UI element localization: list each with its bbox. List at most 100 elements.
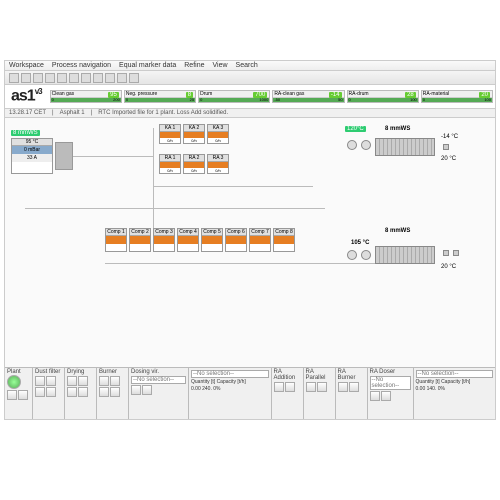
aux-block[interactable] bbox=[443, 144, 449, 150]
plant-section: Plant bbox=[5, 368, 33, 419]
dosing-dropdown[interactable]: --No selection-- bbox=[131, 376, 186, 384]
drum2-cg-label: -14 °C bbox=[441, 134, 458, 140]
mini-button[interactable] bbox=[99, 376, 109, 386]
unit-ra[interactable]: RA 30/h bbox=[207, 154, 229, 174]
ra-doser-section: RA Doser --No selection-- bbox=[368, 368, 414, 419]
mini-button[interactable] bbox=[131, 385, 141, 395]
pipe bbox=[73, 156, 153, 157]
toolbar-button[interactable] bbox=[33, 73, 43, 83]
status-bar: 13.28.17 CET | Asphalt 1 | RTC Imported … bbox=[5, 109, 495, 118]
toolbar-button[interactable] bbox=[117, 73, 127, 83]
menu-item[interactable]: Workspace bbox=[9, 62, 44, 69]
gauge-neg-pressure[interactable]: Neg. pressure 8 025 bbox=[124, 90, 196, 103]
mini-button[interactable] bbox=[274, 382, 284, 392]
mini-button[interactable] bbox=[78, 387, 88, 397]
stats-value: 0.00 140. 0% bbox=[416, 386, 494, 392]
unit-ka[interactable]: KA 30/h bbox=[207, 124, 229, 144]
control-panel[interactable] bbox=[55, 142, 73, 170]
mini-button[interactable] bbox=[285, 382, 295, 392]
unit-ra[interactable]: RA 20/h bbox=[183, 154, 205, 174]
mini-button[interactable] bbox=[110, 387, 120, 397]
unit-ka[interactable]: KA 10/h bbox=[159, 124, 181, 144]
toolbar-button[interactable] bbox=[9, 73, 19, 83]
filter-ws-tag: 8 mmWS bbox=[11, 130, 40, 136]
toolbar-button[interactable] bbox=[129, 73, 139, 83]
menu-item[interactable]: Refine bbox=[184, 62, 204, 69]
menu-item[interactable]: View bbox=[212, 62, 227, 69]
ra-doser-dropdown[interactable]: --No selection-- bbox=[370, 376, 411, 390]
ra-burner-section: RA Burner bbox=[336, 368, 368, 419]
pipe bbox=[153, 186, 313, 187]
comp-unit[interactable]: Comp 5 bbox=[201, 228, 223, 252]
mini-button[interactable] bbox=[317, 382, 327, 392]
mini-button[interactable] bbox=[7, 390, 17, 400]
stats-value: 0.00 240. 0% bbox=[191, 386, 269, 392]
gauge-ra-material[interactable]: RA-material 20 0100 bbox=[421, 90, 493, 103]
mini-button[interactable] bbox=[46, 387, 56, 397]
gauge-strip: Clean gas 95 0200 Neg. pressure 8 025 Dr… bbox=[48, 89, 495, 104]
aux-block[interactable] bbox=[443, 250, 449, 256]
comp-unit[interactable]: Comp 8 bbox=[273, 228, 295, 252]
toolbar-button[interactable] bbox=[45, 73, 55, 83]
menu-item[interactable]: Process navigation bbox=[52, 62, 111, 69]
toolbar-button[interactable] bbox=[81, 73, 91, 83]
comp-unit[interactable]: Comp 4 bbox=[177, 228, 199, 252]
menubar: Workspace Process navigation Equal marke… bbox=[5, 61, 495, 71]
comp-unit[interactable]: Comp 2 bbox=[129, 228, 151, 252]
gauge-ra-clean-gas[interactable]: RA-clean gas -14 -5050 bbox=[272, 90, 344, 103]
gauge-ra-drum[interactable]: RA-drum 28 0100 bbox=[347, 90, 419, 103]
mini-button[interactable] bbox=[78, 376, 88, 386]
sel-dropdown[interactable]: --No selection-- bbox=[191, 370, 269, 378]
mini-button[interactable] bbox=[338, 382, 348, 392]
status-mode: Asphalt 1 bbox=[60, 110, 85, 116]
mini-button[interactable] bbox=[67, 387, 77, 397]
drum[interactable] bbox=[375, 246, 435, 264]
mini-button[interactable] bbox=[35, 387, 45, 397]
menu-item[interactable]: Equal marker data bbox=[119, 62, 176, 69]
mini-button[interactable] bbox=[381, 391, 391, 401]
fan-icon[interactable] bbox=[347, 140, 357, 150]
filter-block[interactable]: 95 °C 0 mBar 33 A bbox=[11, 138, 53, 174]
pipe bbox=[25, 208, 325, 209]
burner-section: Burner bbox=[97, 368, 129, 419]
mini-button[interactable] bbox=[46, 376, 56, 386]
process-canvas[interactable]: 95 °C 0 mBar 33 A 8 mmWS KA 10/h KA 20/h… bbox=[5, 118, 495, 367]
mini-button[interactable] bbox=[142, 385, 152, 395]
toolbar-button[interactable] bbox=[57, 73, 67, 83]
drum[interactable] bbox=[375, 138, 435, 156]
toolbar bbox=[5, 71, 495, 85]
mini-button[interactable] bbox=[67, 376, 77, 386]
pipe bbox=[105, 263, 405, 264]
unit-ka[interactable]: KA 20/h bbox=[183, 124, 205, 144]
stats2-section: --No selection-- Quantity [t] Capacity [… bbox=[414, 368, 496, 419]
drum2-out-label: 20 °C bbox=[441, 156, 456, 162]
sel-dropdown[interactable]: --No selection-- bbox=[416, 370, 494, 378]
unit-ra[interactable]: RA 10/h bbox=[159, 154, 181, 174]
comp-unit[interactable]: Comp 6 bbox=[225, 228, 247, 252]
aux-block[interactable] bbox=[453, 250, 459, 256]
mini-button[interactable] bbox=[370, 391, 380, 401]
fan-icon[interactable] bbox=[347, 250, 357, 260]
mini-button[interactable] bbox=[99, 387, 109, 397]
toolbar-button[interactable] bbox=[69, 73, 79, 83]
dosing-section: Dosing vir. --No selection-- bbox=[129, 368, 189, 419]
fan-icon[interactable] bbox=[361, 250, 371, 260]
gauge-drum[interactable]: Drum 700 01000 bbox=[198, 90, 270, 103]
mini-button[interactable] bbox=[110, 376, 120, 386]
gauge-clean-gas[interactable]: Clean gas 95 0200 bbox=[50, 90, 122, 103]
fan-icon[interactable] bbox=[361, 140, 371, 150]
mini-button[interactable] bbox=[349, 382, 359, 392]
comp-unit[interactable]: Comp 7 bbox=[249, 228, 271, 252]
mini-button[interactable] bbox=[306, 382, 316, 392]
mini-button[interactable] bbox=[18, 390, 28, 400]
toolbar-button[interactable] bbox=[93, 73, 103, 83]
comp-unit[interactable]: Comp 3 bbox=[153, 228, 175, 252]
toolbar-button[interactable] bbox=[105, 73, 115, 83]
drum3-out-label: 20 °C bbox=[441, 264, 456, 270]
menu-item[interactable]: Search bbox=[236, 62, 258, 69]
mini-button[interactable] bbox=[35, 376, 45, 386]
toolbar-button[interactable] bbox=[21, 73, 31, 83]
plant-start-button[interactable] bbox=[7, 375, 21, 389]
status-msg: RTC Imported file for 1 plant. Loss Add … bbox=[98, 110, 228, 116]
comp-unit[interactable]: Comp 1 bbox=[105, 228, 127, 252]
